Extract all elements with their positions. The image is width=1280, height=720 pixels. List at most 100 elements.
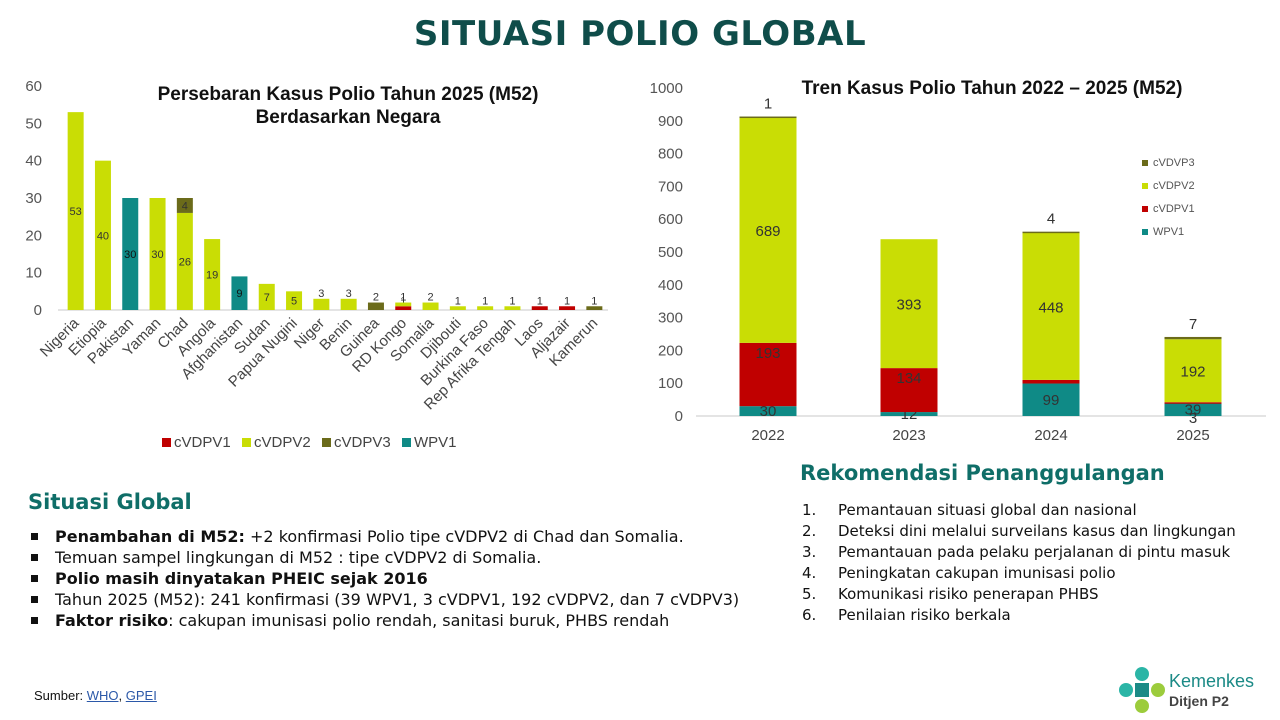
bar-segment-cvdpv3: [586, 306, 603, 310]
rekomendasi-title: Rekomendasi Penanggulangan: [800, 461, 1165, 485]
data-label: 3: [318, 288, 324, 300]
data-label: 7: [264, 292, 270, 304]
bar-segment-cvdpv1: [739, 342, 797, 407]
bar-segment-cvdpv2: [204, 239, 221, 310]
data-label: 1: [400, 292, 406, 304]
data-label: 30: [124, 249, 136, 261]
x-tick-label: 2024: [1034, 427, 1067, 444]
bar-segment-cvdpv1: [559, 306, 576, 310]
source-label: Sumber:: [34, 688, 87, 703]
item-text: Pemantauan pada pelaku perjalanan di pin…: [838, 543, 1231, 561]
bar-segment-wpv1: [1164, 403, 1222, 416]
data-label: 134: [896, 370, 921, 387]
x-tick-label: 2022: [751, 427, 784, 444]
kemenkes-logo-icon: [1119, 667, 1165, 713]
y-tick-label: 500: [658, 244, 683, 261]
bar-segment-cvdpv1: [1022, 379, 1080, 384]
bullet-bold-text: Polio masih dinyatakan PHEIC sejak 2016: [55, 569, 428, 588]
bar-segment-cvdpv2: [739, 116, 797, 343]
data-label: 2: [373, 292, 379, 304]
legend-label: WPV1: [1153, 226, 1184, 238]
bar-segment-cvdpv3: [367, 302, 384, 310]
list-item: Faktor risiko: cakupan imunisasi polio r…: [28, 610, 788, 631]
data-label: 192: [1180, 364, 1205, 381]
legend-swatch: [162, 438, 171, 447]
legend-label: cVDPV2: [254, 434, 311, 451]
list-item: Polio masih dinyatakan PHEIC sejak 2016: [28, 568, 788, 589]
data-label: 448: [1038, 299, 1063, 316]
data-label: 1: [564, 295, 570, 307]
bar-segment-cvdpv2: [313, 298, 330, 310]
legend-label: cVDPV1: [174, 434, 231, 451]
item-number: 4.: [802, 564, 817, 582]
page-title: SITUASI POLIO GLOBAL: [413, 14, 867, 54]
data-label: 193: [755, 345, 780, 362]
bar-segment-cvdpv2: [395, 302, 412, 307]
chart-title: Tren Kasus Polio Tahun 2022 – 2025 (M52): [802, 78, 1183, 99]
bullet-bold-text: Faktor risiko: [55, 611, 169, 630]
list-item: 1. Pemantauan situasi global dan nasional: [802, 500, 1262, 521]
bar-segment-cvdpv2: [286, 291, 303, 310]
item-number: 3.: [802, 543, 817, 561]
bar-segment-cvdpv3: [176, 198, 193, 213]
item-text: Pemantauan situasi global dan nasional: [838, 501, 1137, 519]
bar-segment-wpv1: [231, 276, 248, 310]
data-label: 4: [1047, 211, 1055, 228]
data-label: 689: [755, 223, 780, 240]
bullet-square-icon: [31, 575, 38, 582]
bullet-text: : cakupan imunisasi polio rendah, sanita…: [168, 611, 670, 630]
bullet-square-icon: [31, 554, 38, 561]
bar-segment-cvdpv1: [531, 306, 548, 310]
item-text: Peningkatan cakupan imunisasi polio: [838, 564, 1116, 582]
data-label: 4: [182, 200, 188, 212]
source-note: Sumber: WHO, GPEI: [34, 688, 157, 703]
legend-swatch: [322, 438, 331, 447]
data-label: 1: [455, 295, 461, 307]
list-item: 5. Komunikasi risiko penerapan PHBS: [802, 584, 1262, 605]
y-tick-label: 60: [25, 78, 42, 95]
data-label: 30: [151, 249, 163, 261]
bar-segment-cvdpv2: [1022, 232, 1080, 380]
legend-swatch: [402, 438, 411, 447]
data-label: 1: [509, 295, 515, 307]
data-label: 393: [896, 297, 921, 314]
bar-segment-cvdpv1: [880, 368, 938, 413]
list-item: 3. Pemantauan pada pelaku perjalanan di p…: [802, 542, 1262, 563]
country-bar-chart: Persebaran Kasus Polio Tahun 2025 (M52)B…: [25, 78, 608, 451]
situasi-global-list: Penambahan di M52: +2 konfirmasi Polio t…: [28, 526, 788, 631]
bar-segment-cvdvp3: [1022, 231, 1080, 234]
data-label: 1: [537, 295, 543, 307]
data-label: 99: [1043, 392, 1060, 409]
bar-segment-cvdpv2: [449, 306, 466, 310]
item-number: 1.: [802, 501, 817, 519]
item-text: Deteksi dini melalui surveilans kasus da…: [838, 522, 1236, 540]
legend-label: cVDPV3: [334, 434, 391, 451]
data-label: 3: [346, 288, 352, 300]
y-tick-label: 10: [25, 265, 42, 282]
list-item: 6. Penilaian risiko berkala: [802, 605, 1262, 626]
bar-segment-wpv1: [880, 412, 938, 416]
source-separator: ,: [118, 688, 126, 703]
y-tick-label: 100: [658, 375, 683, 392]
bar-segment-cvdpv2: [149, 198, 166, 310]
bullet-square-icon: [31, 596, 38, 603]
list-item: Tahun 2025 (M52): 241 konfirmasi (39 WPV…: [28, 589, 788, 610]
item-text: Komunikasi risiko penerapan PHBS: [838, 585, 1099, 603]
y-tick-label: 20: [25, 227, 42, 244]
source-link-gpei[interactable]: GPEI: [125, 688, 157, 703]
list-item: Penambahan di M52: +2 konfirmasi Polio t…: [28, 526, 788, 547]
y-tick-label: 900: [658, 113, 683, 130]
logo-subtitle: Ditjen P2: [1169, 693, 1229, 709]
bullet-square-icon: [31, 533, 38, 540]
legend-label: cVDPV1: [1153, 203, 1195, 215]
source-link-who[interactable]: WHO: [86, 688, 119, 703]
bar-segment-cvdpv2: [258, 283, 275, 310]
bar-segment-cvdpv2: [477, 306, 494, 310]
data-label: 19: [206, 270, 218, 282]
item-number: 5.: [802, 585, 817, 603]
item-number: 6.: [802, 606, 817, 624]
bar-segment-wpv1: [1022, 383, 1080, 416]
y-tick-label: 400: [658, 277, 683, 294]
y-tick-label: 800: [658, 146, 683, 163]
logo-name: Kemenkes: [1169, 671, 1255, 691]
